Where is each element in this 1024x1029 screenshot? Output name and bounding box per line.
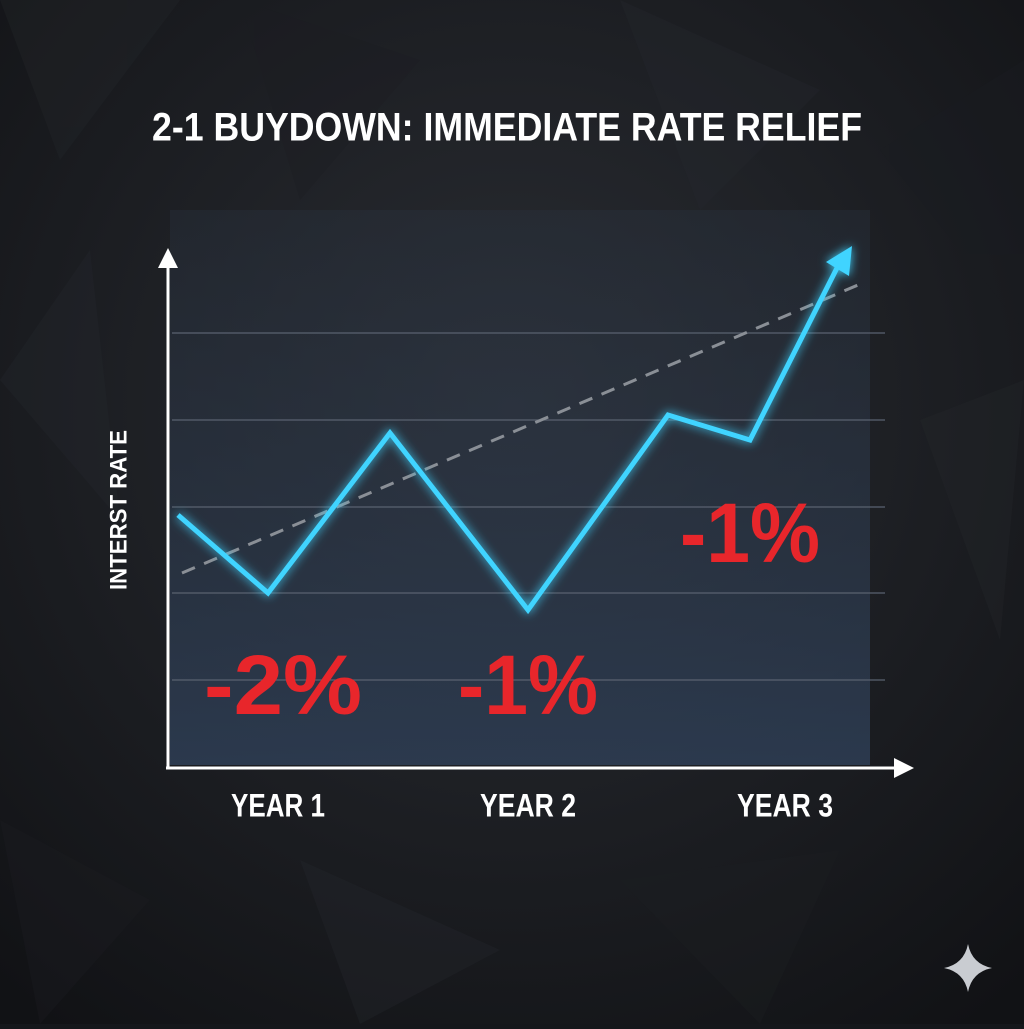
x-tick-label: YEAR 1 [231,787,325,823]
x-axis-arrow [894,758,914,778]
line-path [176,260,843,615]
y-axis-arrow [158,248,178,268]
line-arrow [826,246,852,276]
annotation: -1% [680,486,820,580]
plot-area [170,210,870,765]
x-tick-label: YEAR 3 [737,787,833,823]
y-axis-label: INTERST RATE [105,430,132,590]
rate-line [176,246,852,615]
sparkle-icon [944,944,992,992]
chart-title: 2-1 BUYDOWN: IMMEDIATE RATE RELIEF [152,106,862,150]
trend-line [181,283,859,575]
annotation: -2% [204,638,362,732]
axes [158,248,914,778]
x-tick-label: YEAR 2 [480,787,576,823]
annotation: -1% [458,638,598,732]
grid [172,332,885,681]
